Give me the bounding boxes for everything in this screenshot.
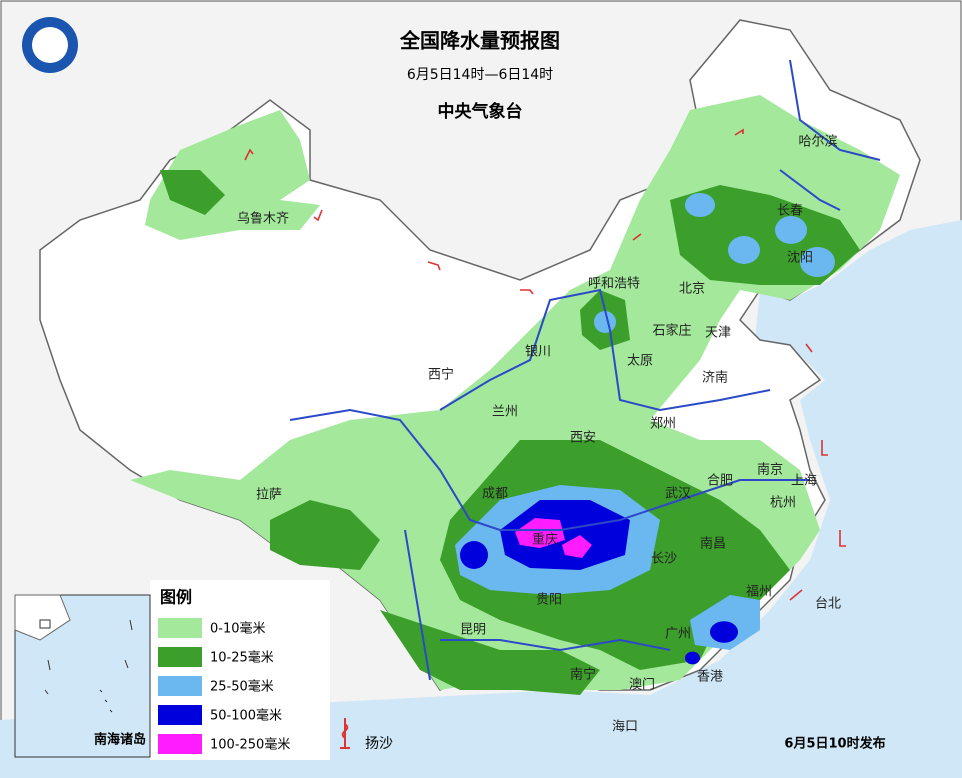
legend-label: 10-25毫米: [210, 650, 274, 666]
city-label: 石家庄: [652, 323, 691, 339]
city-label: 上海: [791, 474, 817, 489]
legend-swatch: [158, 676, 202, 696]
city-label: 福州: [746, 585, 772, 600]
city-label: 重庆: [532, 532, 558, 548]
city-label: 济南: [702, 370, 728, 386]
legend-title: 图例: [160, 588, 192, 607]
city-label: 郑州: [650, 417, 676, 432]
legend-label: 0-10毫米: [210, 621, 266, 637]
city-label: 沈阳: [787, 251, 813, 266]
city-label: 成都: [482, 487, 508, 502]
legend-swatch: [158, 647, 202, 667]
city-label: 武汉: [665, 487, 691, 502]
precip-zone: [500, 500, 630, 570]
title: 全国降水量预报图: [399, 29, 560, 53]
legend: 0-10毫米 10-25毫米 25-50毫米 50-100毫米 100-250毫米: [158, 618, 290, 754]
precip-zone: [515, 518, 592, 558]
precip-zone: [380, 610, 600, 695]
city-label: 贵阳: [536, 593, 562, 608]
inset-islands: [39, 619, 133, 713]
city-label: 太原: [627, 354, 653, 369]
precip-zone: [460, 541, 738, 665]
sand-label: 扬沙: [365, 736, 393, 752]
city-label: 西安: [570, 431, 596, 446]
city-label: 乌鲁木齐: [237, 211, 289, 227]
precip-zones: [130, 95, 900, 695]
city-label: 长春: [777, 204, 803, 219]
sand-symbol: [340, 718, 350, 749]
city-label: 南昌: [700, 536, 726, 552]
footer: 6月5日10时发布: [784, 736, 885, 752]
city-label: 昆明: [460, 623, 486, 638]
precip-zone: [160, 170, 225, 215]
city-label: 哈尔滨: [798, 134, 837, 150]
city-label: 银川: [525, 345, 551, 360]
issuer: 中央气象台: [438, 101, 523, 122]
wind-markers: [244, 128, 846, 601]
legend-label: 25-50毫米: [210, 679, 274, 695]
city-label: 澳门: [629, 677, 655, 693]
city-label: 香港: [697, 670, 723, 685]
legend-swatch: [158, 705, 202, 725]
city-label: 北京: [679, 282, 705, 297]
legend-box: [150, 580, 330, 760]
city-label: 天津: [705, 326, 731, 341]
logo-inner: [32, 27, 68, 63]
city-label: 海口: [612, 720, 638, 735]
city-label: 合肥: [707, 474, 733, 489]
city-label: 南宁: [570, 667, 596, 683]
city-label: 广州: [665, 627, 691, 642]
legend-label: 100-250毫米: [210, 737, 290, 753]
city-label: 长沙: [651, 552, 677, 567]
legend-swatch: [158, 734, 202, 754]
rivers: [289, 59, 881, 681]
subtitle: 6月5日14时—6日14时: [407, 67, 553, 83]
city-label: 南京: [757, 462, 783, 478]
inset-label: 南海诸岛: [94, 732, 146, 748]
legend-swatch: [158, 618, 202, 638]
inset-land: [14, 594, 71, 641]
city-label: 台北: [815, 597, 841, 612]
city-label: 杭州: [770, 496, 796, 511]
city-label: 拉萨: [256, 488, 282, 503]
legend-label: 50-100毫米: [210, 708, 282, 724]
city-label: 西宁: [428, 367, 454, 383]
precip-zone: [270, 500, 380, 570]
city-label: 呼和浩特: [588, 277, 640, 292]
city-label: 兰州: [492, 405, 518, 420]
